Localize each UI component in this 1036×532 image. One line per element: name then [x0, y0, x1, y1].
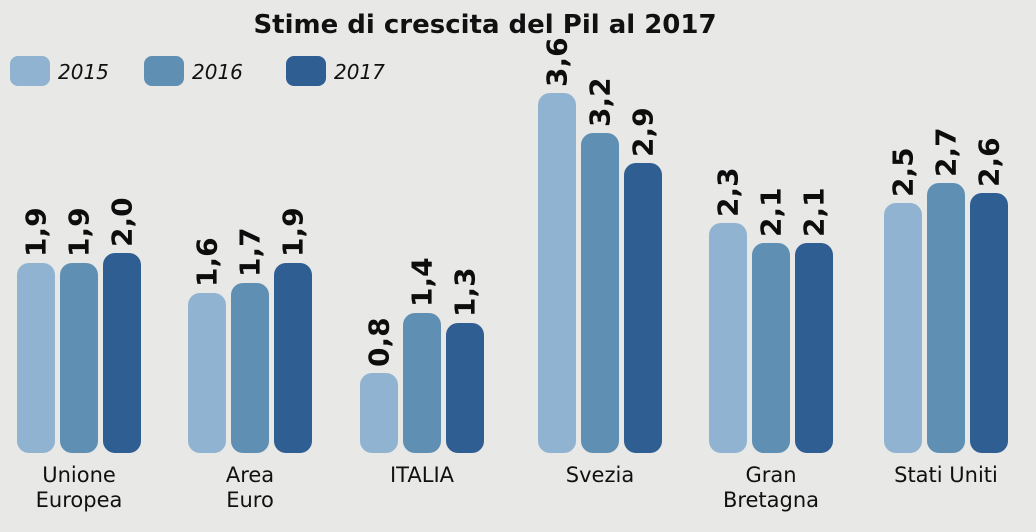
value-label-gran-bretagna-2015: 2,3: [712, 167, 745, 217]
value-label-stati-uniti-2016: 2,7: [930, 127, 963, 177]
legend: 2015 2016 2017: [10, 56, 385, 86]
value-label-area-euro-2015: 1,6: [191, 237, 224, 287]
category-label-area-euro: Area Euro: [226, 463, 274, 512]
bar-unione-europea-2017: [103, 253, 141, 453]
bar-stati-uniti-2017: [970, 193, 1008, 453]
bar-unione-europea-2016: [60, 263, 98, 453]
legend-label-2015: 2015: [58, 60, 109, 84]
legend-label-2017: 2017: [334, 60, 385, 84]
value-label-italia-2016: 1,4: [406, 257, 439, 307]
bar-area-euro-2015: [188, 293, 226, 453]
value-label-area-euro-2016: 1,7: [234, 227, 267, 277]
bar-italia-2017: [446, 323, 484, 453]
legend-swatch-2017: [286, 56, 326, 86]
value-label-stati-uniti-2017: 2,6: [973, 137, 1006, 187]
category-label-stati-uniti: Stati Uniti: [894, 463, 998, 487]
bar-unione-europea-2015: [17, 263, 55, 453]
value-label-gran-bretagna-2017: 2,1: [798, 187, 831, 237]
value-label-italia-2015: 0,8: [363, 317, 396, 367]
value-label-gran-bretagna-2016: 2,1: [755, 187, 788, 237]
legend-swatch-2015: [10, 56, 50, 86]
value-label-italia-2017: 1,3: [449, 267, 482, 317]
bar-italia-2015: [360, 373, 398, 453]
bar-stati-uniti-2016: [927, 183, 965, 453]
category-label-svezia: Svezia: [566, 463, 634, 487]
bar-svezia-2017: [624, 163, 662, 453]
category-label-gran-bretagna: Gran Bretagna: [723, 463, 819, 512]
category-label-italia: ITALIA: [390, 463, 455, 487]
bar-italia-2016: [403, 313, 441, 453]
value-label-stati-uniti-2015: 2,5: [887, 147, 920, 197]
value-label-unione-europea-2015: 1,9: [20, 207, 53, 257]
bar-area-euro-2016: [231, 283, 269, 453]
bar-gran-bretagna-2015: [709, 223, 747, 453]
value-label-unione-europea-2017: 2,0: [106, 197, 139, 247]
value-labels: 1,9 1,9 2,0 1,6 1,7 1,9 0,8 1,4 1,3 3,6 3,2 2,9 2,3 2…: [20, 37, 1006, 367]
bar-gran-bretagna-2017: [795, 243, 833, 453]
bar-stati-uniti-2015: [884, 203, 922, 453]
chart-title: Stime di crescita del Pil al 2017: [253, 10, 716, 40]
bar-gran-bretagna-2016: [752, 243, 790, 453]
value-label-area-euro-2017: 1,9: [277, 207, 310, 257]
value-label-svezia-2015: 3,6: [541, 37, 574, 87]
bar-svezia-2015: [538, 93, 576, 453]
category-labels: Unione Europea Area Euro ITALIA Svezia Gran Bre…: [36, 463, 998, 512]
bar-area-euro-2017: [274, 263, 312, 453]
category-label-unione-europea: Unione Europea: [36, 463, 123, 512]
bars: [17, 93, 1008, 453]
value-label-svezia-2016: 3,2: [584, 77, 617, 127]
legend-label-2016: 2016: [192, 60, 243, 84]
bar-svezia-2016: [581, 133, 619, 453]
legend-swatch-2016: [144, 56, 184, 86]
value-label-svezia-2017: 2,9: [627, 107, 660, 157]
value-label-unione-europea-2016: 1,9: [63, 207, 96, 257]
